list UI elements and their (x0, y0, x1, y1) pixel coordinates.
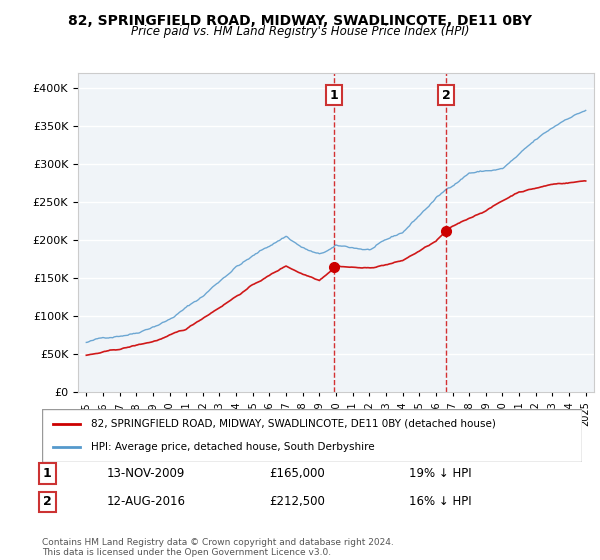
Text: Price paid vs. HM Land Registry's House Price Index (HPI): Price paid vs. HM Land Registry's House … (131, 25, 469, 38)
Text: HPI: Average price, detached house, South Derbyshire: HPI: Average price, detached house, Sout… (91, 442, 374, 452)
Text: 82, SPRINGFIELD ROAD, MIDWAY, SWADLINCOTE, DE11 0BY (detached house): 82, SPRINGFIELD ROAD, MIDWAY, SWADLINCOT… (91, 419, 496, 429)
Text: 1: 1 (43, 467, 52, 480)
Text: £212,500: £212,500 (269, 496, 325, 508)
FancyBboxPatch shape (42, 409, 582, 462)
Text: 13-NOV-2009: 13-NOV-2009 (107, 467, 185, 480)
Text: 2: 2 (43, 496, 52, 508)
Text: £165,000: £165,000 (269, 467, 325, 480)
Text: 82, SPRINGFIELD ROAD, MIDWAY, SWADLINCOTE, DE11 0BY: 82, SPRINGFIELD ROAD, MIDWAY, SWADLINCOT… (68, 14, 532, 28)
Text: 16% ↓ HPI: 16% ↓ HPI (409, 496, 472, 508)
Text: 19% ↓ HPI: 19% ↓ HPI (409, 467, 472, 480)
Text: Contains HM Land Registry data © Crown copyright and database right 2024.
This d: Contains HM Land Registry data © Crown c… (42, 538, 394, 557)
Text: 1: 1 (329, 88, 338, 102)
Text: 2: 2 (442, 88, 451, 102)
Text: 12-AUG-2016: 12-AUG-2016 (107, 496, 186, 508)
